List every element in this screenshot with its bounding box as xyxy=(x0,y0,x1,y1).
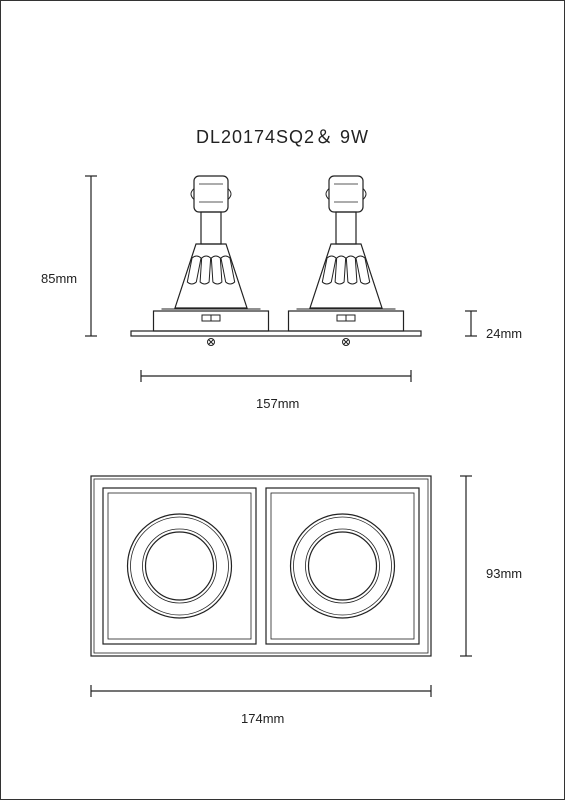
product-title: DL20174SQ2＆ 9W xyxy=(1,123,564,149)
page: DL20174SQ2＆ 9W 85mm 24mm 157mm 174mm 93m… xyxy=(0,0,565,800)
dim-plan-93: 93mm xyxy=(486,566,522,581)
plan-view-drawing xyxy=(61,456,501,716)
dim-height-85: 85mm xyxy=(41,271,77,286)
side-elevation-drawing xyxy=(61,166,501,406)
dim-base-24: 24mm xyxy=(486,326,522,341)
dim-plan-174: 174mm xyxy=(241,711,284,726)
dim-side-157: 157mm xyxy=(256,396,299,411)
